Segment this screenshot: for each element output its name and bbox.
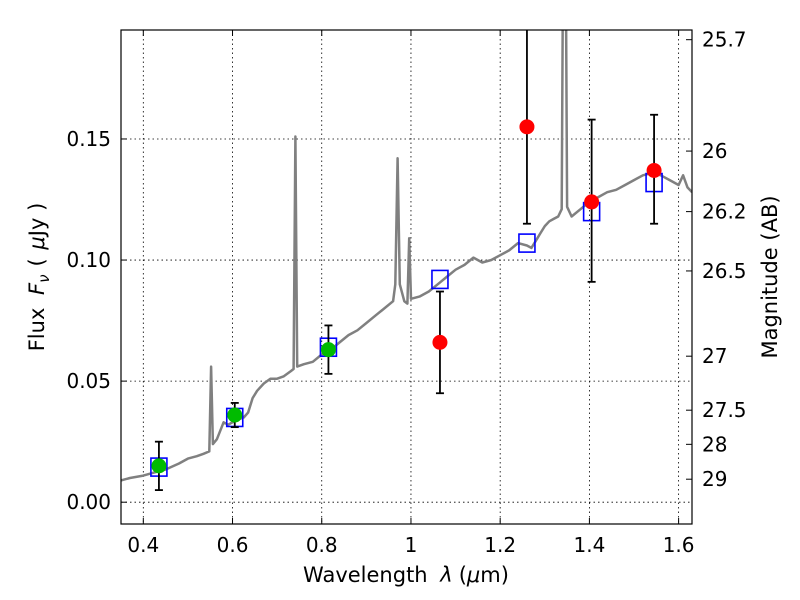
x-tick-label: 1.2 (484, 533, 516, 557)
y-tick-label: 0.15 (66, 127, 111, 151)
y2-tick-label: 26.2 (702, 200, 747, 224)
y2-tick-label: 27 (702, 344, 727, 368)
y-tick-label: 0.05 (66, 369, 111, 393)
y2-tick-label: 26 (702, 139, 727, 163)
observed-flux-green-point (320, 342, 336, 358)
y2-tick-label: 28 (702, 432, 727, 456)
y-tick-label: 0.10 (66, 248, 111, 272)
y-axis-title: Flux Fν( μJy ) (25, 203, 53, 352)
y2-tick-label: 26.5 (702, 259, 747, 283)
y2-tick-label: 29 (702, 467, 727, 491)
x-tick-label: 0.6 (217, 533, 249, 557)
plot-area (121, 30, 692, 491)
x-tick-label: 1.6 (663, 533, 695, 557)
plot-frame (120, 29, 693, 525)
y-tick-label: 0.00 (66, 490, 111, 514)
x-axis-title: Wavelength λ (μm) (303, 563, 509, 587)
observed-flux-red-point (646, 162, 662, 178)
model-flux-square (518, 233, 536, 253)
y2-tick-label: 25.7 (702, 28, 747, 52)
axis-ticks: 0.4 0.6 0.8 1 1.2 1.4 1.6 0.00 0.05 0.10 0.15 25.7 2… (66, 28, 746, 557)
observed-flux-red-point (432, 334, 448, 350)
y2-axis-title: Magnitude (AB) (758, 195, 782, 358)
grid-lines (121, 30, 692, 524)
x-tick-label: 1 (405, 533, 418, 557)
observed-flux-red-point (519, 119, 535, 135)
observed-flux-green-point (151, 458, 167, 474)
y2-tick-label: 27.5 (702, 398, 747, 422)
observed-flux-red-point (584, 194, 600, 210)
x-tick-label: 0.4 (127, 533, 159, 557)
x-tick-label: 0.8 (306, 533, 338, 557)
observed-flux-green-point (227, 407, 243, 423)
model-flux-square (431, 269, 449, 290)
x-tick-label: 1.4 (573, 533, 605, 557)
model-spectrum-line (121, 30, 692, 482)
